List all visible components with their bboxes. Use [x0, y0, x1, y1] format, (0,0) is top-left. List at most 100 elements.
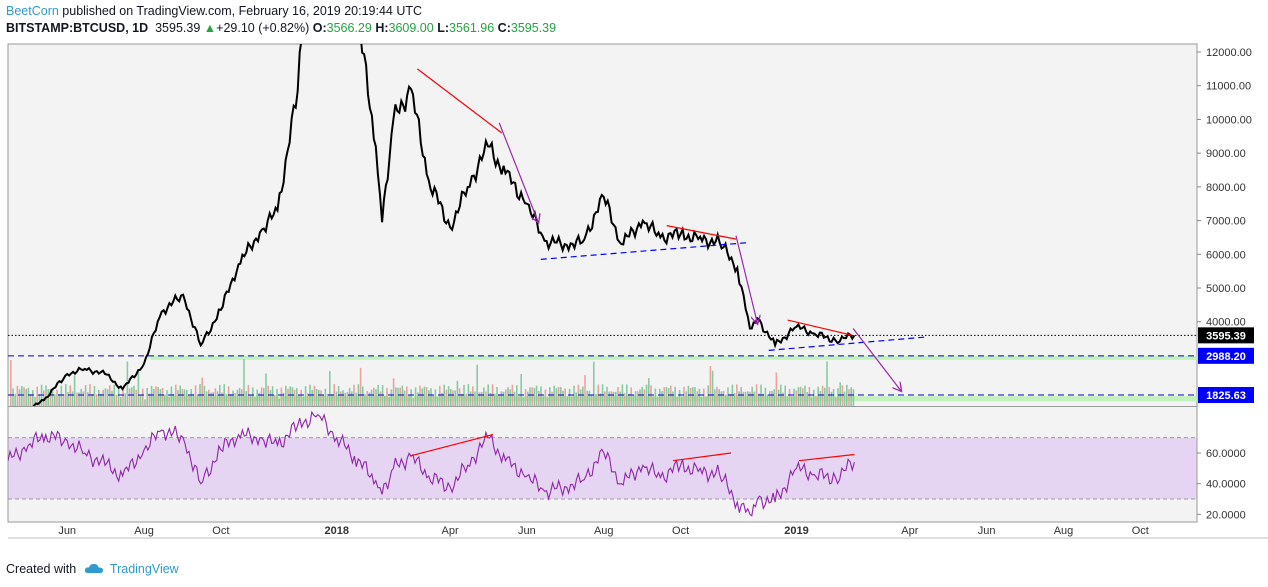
volume-bar [553, 385, 555, 406]
volume-bar [98, 390, 100, 406]
volume-bar [527, 391, 529, 406]
volume-bar [489, 392, 492, 406]
volume-bar [43, 390, 45, 406]
last-price: 3595.39 [155, 21, 201, 35]
volume-bar [815, 396, 817, 406]
volume-bar [419, 385, 421, 406]
volume-bar [384, 395, 386, 406]
volume-bar [566, 396, 569, 406]
volume-bar [544, 389, 547, 406]
volume-bar [285, 385, 287, 406]
volume-bar [593, 361, 595, 406]
volume-bar [733, 393, 736, 406]
volume-bar [331, 394, 333, 406]
volume-bar [524, 389, 527, 406]
volume-bar [21, 386, 23, 406]
volume-bar [133, 385, 135, 406]
x-tick-label: Apr [901, 525, 918, 537]
rsi-tick-label: 40.0000 [1206, 479, 1246, 491]
volume-bar [788, 388, 791, 406]
volume-bar [392, 378, 395, 406]
volume-bar [291, 387, 294, 406]
volume-bar [749, 391, 751, 406]
volume-bar [111, 390, 113, 406]
volume-bar [256, 389, 258, 406]
volume-bar [210, 392, 212, 406]
projection-arrow [498, 122, 538, 222]
volume-bar [445, 389, 448, 406]
volume-bar [153, 389, 155, 406]
volume-bar [188, 394, 190, 406]
created-with-text: Created with [6, 562, 77, 576]
volume-bar [496, 386, 498, 406]
volume-bar [146, 387, 148, 406]
volume-bar [249, 395, 252, 406]
volume-bar [269, 390, 272, 406]
author-link[interactable]: BeetCorn [6, 4, 59, 18]
volume-bar [300, 389, 302, 406]
volume-bar [439, 385, 441, 406]
price-tick-label: 5000.00 [1206, 283, 1246, 295]
close-label: C: [497, 21, 511, 35]
price-tick-label: 11000.00 [1206, 81, 1251, 93]
price-pane [8, 44, 1197, 406]
volume-bar [45, 385, 47, 406]
volume-bar [562, 390, 564, 406]
volume-bar [450, 389, 452, 406]
volume-bar [434, 389, 437, 406]
volume-bar [131, 387, 133, 406]
volume-bar [808, 387, 811, 406]
volume-bar [810, 397, 813, 406]
btc-chart[interactable]: 12000.00 11000.00 10000.00 9000.00 8000.00 70… [0, 0, 1268, 560]
price-badge [1198, 327, 1254, 344]
volume-bar [758, 393, 760, 406]
volume-bar [777, 389, 780, 406]
volume-bar [179, 385, 181, 406]
price-tick-label: 6000.00 [1206, 249, 1246, 261]
volume-bar [425, 387, 428, 406]
volume-bar [315, 389, 318, 406]
volume-bar [447, 386, 450, 406]
volume-bar [771, 390, 773, 406]
volume-bar [287, 388, 289, 406]
volume-bar [91, 393, 93, 406]
volume-bar [718, 389, 720, 406]
volume-bar [645, 384, 648, 406]
volume-bar [370, 389, 373, 406]
volume-bar [747, 391, 749, 406]
volume-bar [469, 391, 472, 406]
x-tick-label: Apr [442, 525, 459, 537]
tradingview-logo-text[interactable]: TradingView [109, 562, 179, 576]
volume-bar [485, 391, 487, 406]
volume-bar [302, 396, 305, 406]
volume-bar [461, 393, 463, 406]
volume-bar [337, 385, 340, 406]
volume-bar [843, 391, 846, 406]
volume-bar [610, 391, 613, 406]
volume-bar [786, 396, 789, 406]
volume-bar [443, 384, 445, 406]
x-tick-label: Jun [58, 525, 76, 537]
volume-bar [373, 387, 375, 406]
volume-bar [406, 386, 408, 406]
volume-bar [782, 392, 784, 406]
volume-bar [436, 396, 439, 406]
volume-bar [227, 386, 230, 406]
volume-bar [296, 388, 298, 406]
volume-bar [252, 387, 254, 406]
volume-bar [234, 393, 236, 406]
volume-bar [109, 385, 111, 406]
volume-bar [122, 389, 124, 406]
rsi-series-line [8, 410, 855, 517]
volume-bar [421, 388, 423, 406]
volume-bar [254, 397, 256, 406]
symbol-label: BITSTAMP:BTCUSD, 1D [6, 21, 149, 35]
volume-bar [25, 388, 27, 406]
volume-bar [386, 387, 388, 406]
projection-arrow [735, 235, 757, 324]
volume-bar [560, 387, 562, 406]
volume-bar [663, 387, 665, 406]
volume-bar [260, 387, 263, 406]
volume-bar [513, 391, 516, 406]
volume-bar [155, 386, 157, 406]
